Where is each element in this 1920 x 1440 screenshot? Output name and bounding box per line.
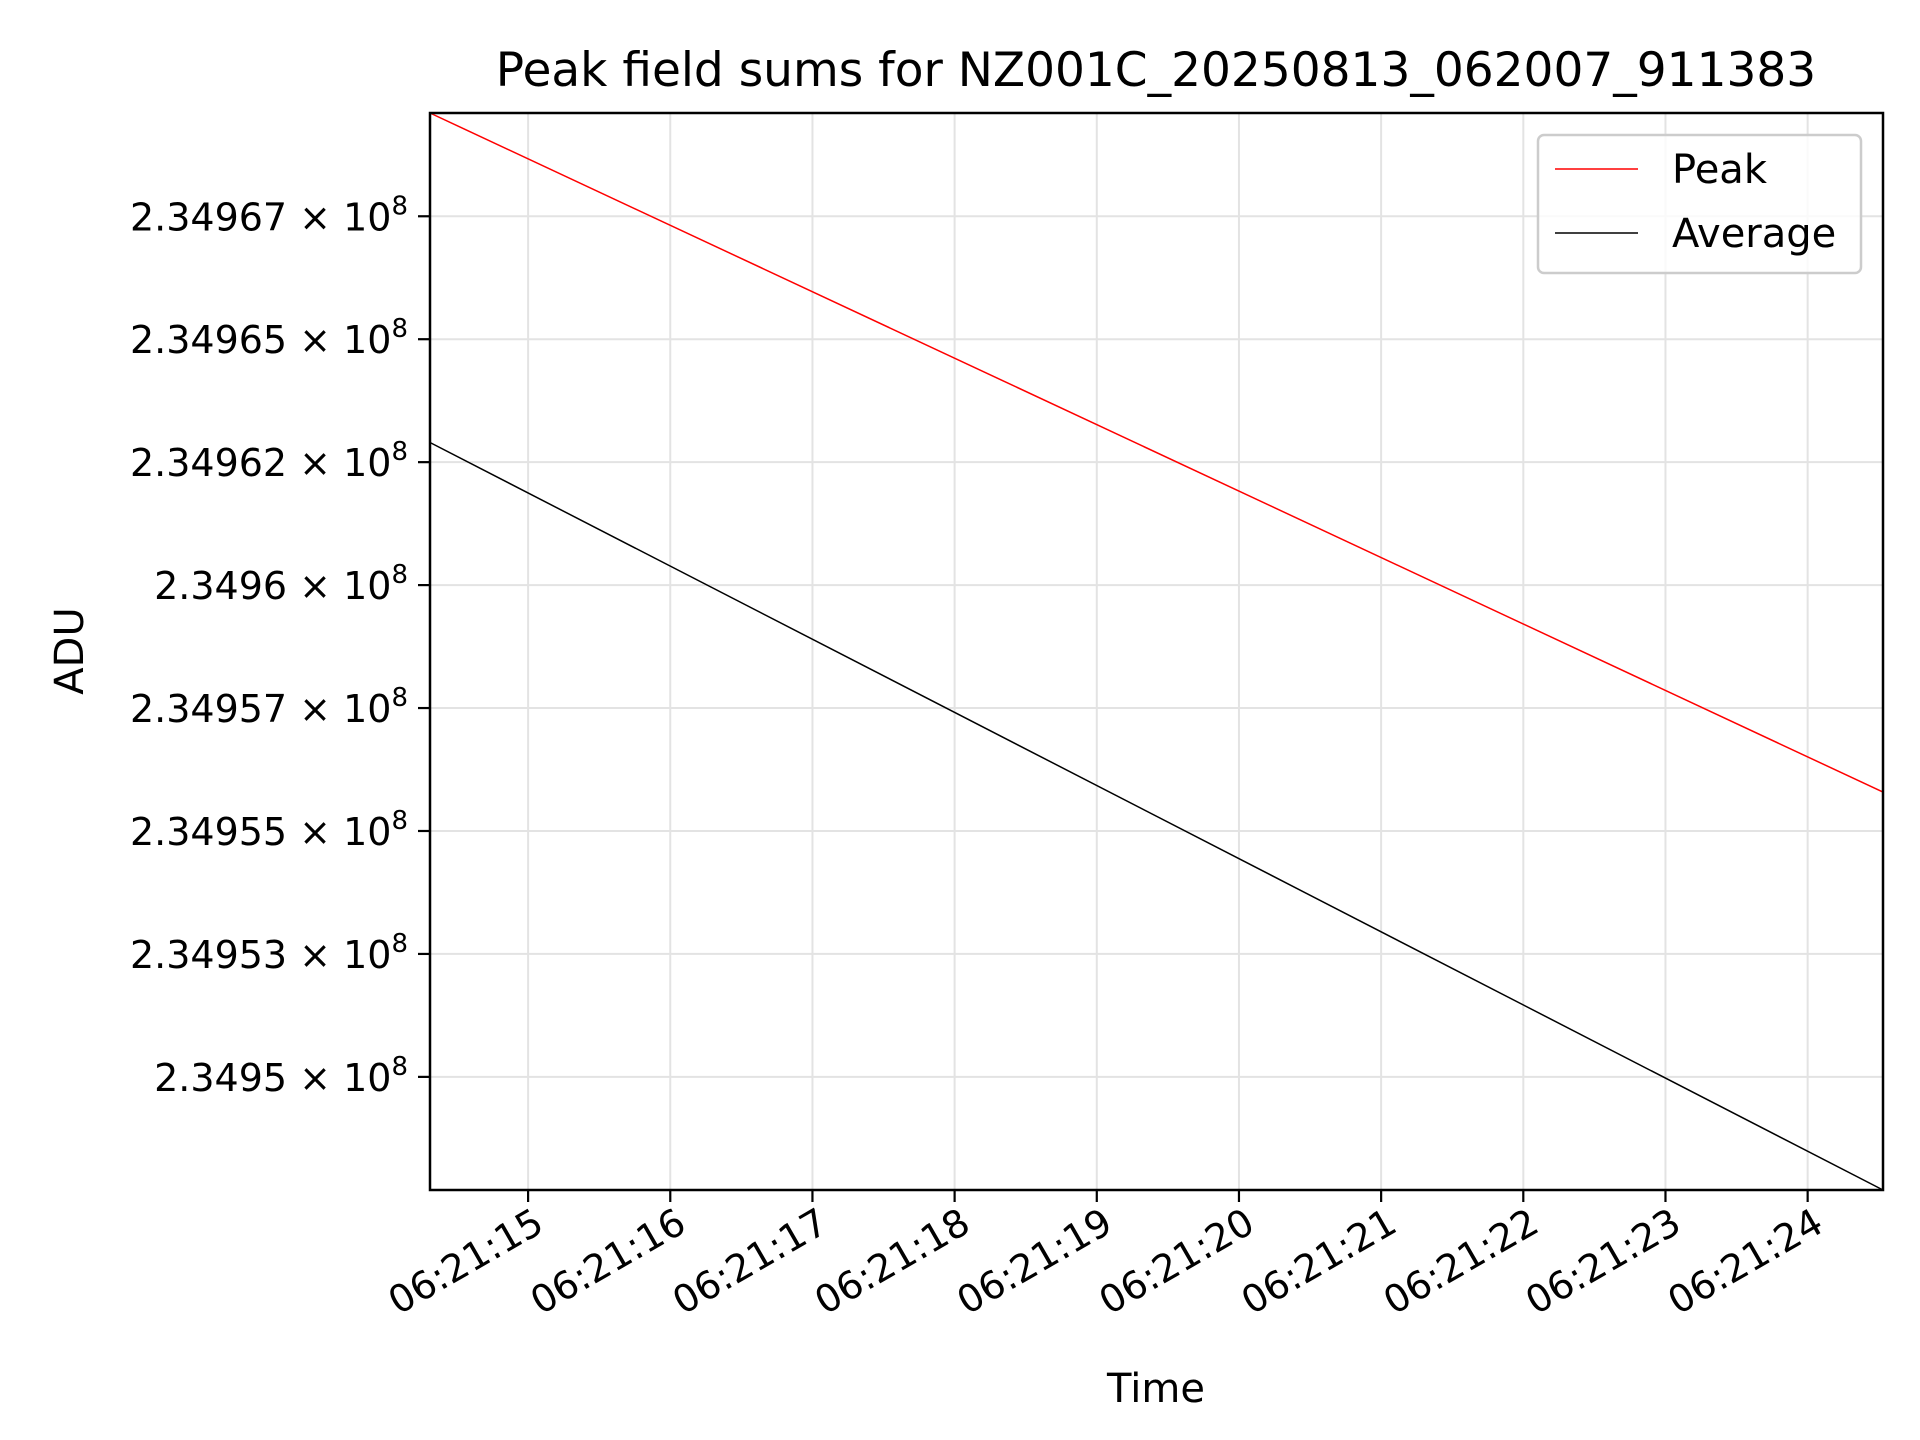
x-axis-label: Time (1106, 1366, 1205, 1412)
legend-peak-label: Peak (1672, 147, 1768, 193)
y-tick-label: 2.34967 × 108 (130, 191, 408, 239)
y-tick-label: 2.34962 × 108 (130, 437, 408, 485)
y-axis-label: ADU (47, 607, 93, 694)
y-tick-label: 2.34953 × 108 (130, 929, 408, 977)
series-lines (429, 112, 1884, 1191)
y-tick-label: 2.34957 × 108 (130, 683, 408, 731)
chart-title: Peak field sums for NZ001C_20250813_0620… (496, 43, 1816, 98)
legend-average-label: Average (1672, 211, 1836, 257)
y-axis-ticks: 2.3495 × 108 2.34953 × 108 2.34955 × 108 2.… (130, 191, 430, 1100)
y-tick-label: 2.3495 × 108 (154, 1052, 408, 1100)
y-tick-label: 2.34965 × 108 (130, 314, 408, 362)
series-line-peak (429, 112, 1884, 793)
plot-frame (428, 111, 1885, 1192)
series-line-average (429, 441, 1884, 1191)
y-tick-label: 2.3496 × 108 (154, 560, 408, 608)
legend: Peak Average (1536, 133, 1863, 275)
y-tick-label: 2.34955 × 108 (130, 806, 408, 854)
